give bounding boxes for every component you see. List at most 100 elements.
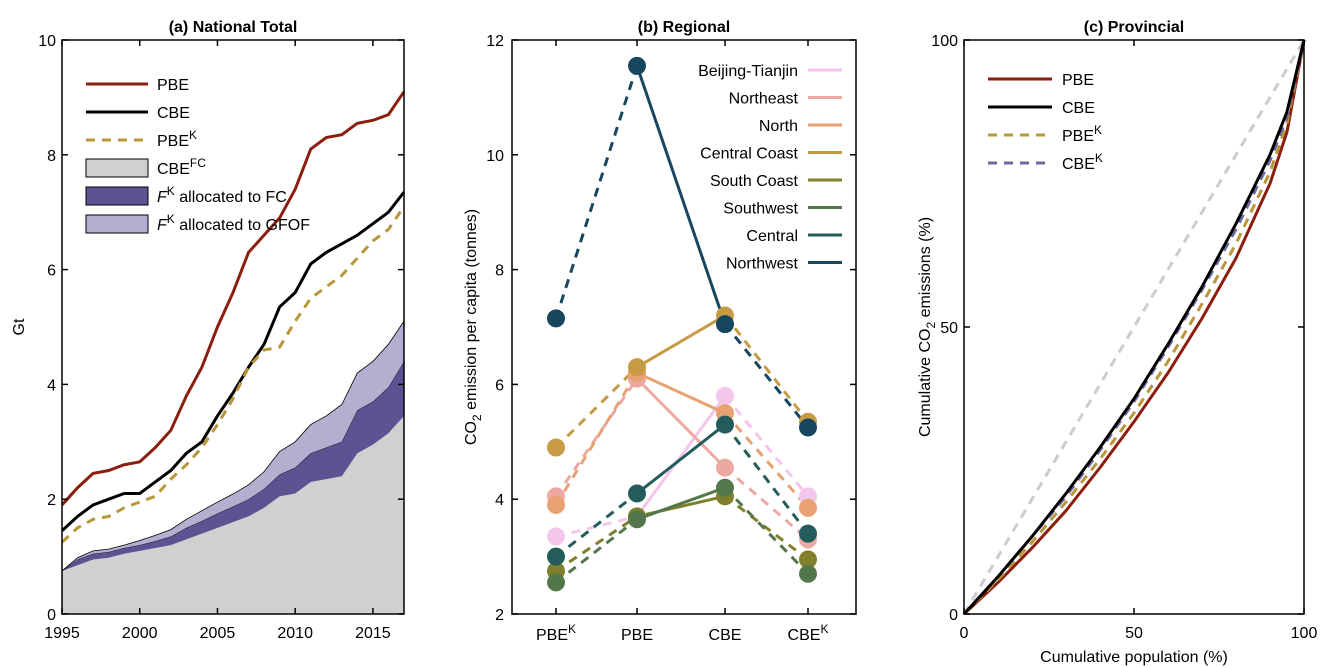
x-tick-label: 2000 <box>122 625 158 642</box>
x-tick-label: 2005 <box>200 625 236 642</box>
series-segment-3 <box>554 366 639 449</box>
data-point-4-3 <box>799 550 817 569</box>
data-point-1-2 <box>716 458 734 477</box>
x-tick-label: PBE <box>621 627 653 644</box>
y-tick-label: 12 <box>486 33 504 50</box>
data-point-7-1 <box>628 56 646 75</box>
legend-label: South Coast <box>710 173 799 190</box>
data-point-5-1 <box>628 510 646 529</box>
x-tick-label: 50 <box>1125 625 1143 642</box>
panel-title: (b) Regional <box>638 19 730 36</box>
legend-swatch-1 <box>85 186 149 206</box>
series-segment-5 <box>723 486 810 575</box>
series-segment-5 <box>636 486 726 521</box>
series-segment-2 <box>554 372 639 506</box>
legend-label: Beijing-Tianjin <box>698 63 798 80</box>
y-tick-label: 2 <box>47 492 56 509</box>
series-segment-2 <box>636 371 726 415</box>
legend-label: CBE <box>1062 100 1095 117</box>
series-segment-3 <box>636 314 726 369</box>
y-tick-label: 6 <box>47 263 56 280</box>
legend-label: PBEK <box>1062 123 1102 145</box>
x-tick-label: CBEK <box>788 622 829 644</box>
data-point-6-3 <box>799 524 817 543</box>
series-segment-0 <box>635 394 727 518</box>
legend-swatch-2 <box>85 214 149 234</box>
y-tick-label: 8 <box>495 263 504 280</box>
data-point-6-2 <box>716 415 734 434</box>
series-line-1 <box>60 191 406 532</box>
series-segment-3 <box>723 314 810 423</box>
data-point-0-0 <box>547 527 565 546</box>
series-segment-6 <box>555 492 638 558</box>
series-segment-7 <box>723 323 810 429</box>
y-tick-label: 10 <box>38 33 56 50</box>
panel-title: (c) Provincial <box>1084 19 1184 36</box>
x-tick-label: 2015 <box>355 625 391 642</box>
y-axis-label: Gt <box>11 318 28 335</box>
y-axis-label: Cumulative CO2 emissions (%) <box>917 217 938 437</box>
x-tick-label: PBEK <box>536 622 576 644</box>
y-tick-label: 6 <box>495 377 504 394</box>
data-point-6-1 <box>628 484 646 503</box>
legend-label: CBE <box>157 105 190 122</box>
series-line-3 <box>962 39 1306 616</box>
y-axis-label: CO2 emission per capita (tonnes) <box>463 209 484 445</box>
panel-c: 0 50 100 0 50 100 (c) Provincial Cumulative pop… <box>917 19 1317 666</box>
legend-label: Central <box>746 228 798 245</box>
y-tick-label: 0 <box>949 607 958 624</box>
x-tick-label: 100 <box>1291 625 1318 642</box>
y-tick-label: 4 <box>495 492 504 509</box>
series-line-0 <box>60 90 406 506</box>
x-tick-label: CBE <box>709 627 742 644</box>
y-tick-label: 50 <box>940 320 958 337</box>
data-point-7-3 <box>799 418 817 437</box>
x-axis-label: Cumulative population (%) <box>1040 649 1228 666</box>
data-point-2-3 <box>799 498 817 517</box>
legend-label: PBE <box>157 77 189 94</box>
series-segment-1 <box>724 466 809 541</box>
y-tick-label: 10 <box>486 148 504 165</box>
legend-label: PBE <box>1062 72 1094 89</box>
data-point-5-3 <box>799 564 817 583</box>
series-segment-6 <box>723 423 810 535</box>
series-line-1 <box>962 39 1306 616</box>
y-tick-label: 4 <box>47 377 56 394</box>
data-point-0-2 <box>716 386 734 405</box>
series-segment-7 <box>635 65 727 325</box>
data-point-5-0 <box>547 573 565 592</box>
series-segment-1 <box>635 377 727 469</box>
series-segment-0 <box>723 394 810 498</box>
data-point-3-0 <box>547 438 565 457</box>
data-point-6-0 <box>547 547 565 566</box>
series-segment-5 <box>555 518 638 584</box>
panel-title: (a) National Total <box>169 19 298 36</box>
y-tick-label: 100 <box>931 33 958 50</box>
data-point-5-2 <box>716 478 734 497</box>
legend-label: North <box>759 118 798 135</box>
legend-label: Northwest <box>726 256 799 273</box>
series-segment-0 <box>555 514 638 538</box>
area-1 <box>62 361 404 571</box>
panel-b: 2 4 6 8 10 12 PBEK PBE CBE CBEK (b) Regional CO2 em… <box>463 19 857 644</box>
series-segment-6 <box>636 423 726 495</box>
x-tick-label: 0 <box>960 625 969 642</box>
data-point-7-0 <box>547 309 565 328</box>
series-line-2 <box>962 39 1306 616</box>
series-line-4 <box>962 39 1306 615</box>
legend-label: FK allocated to GFOF <box>157 212 310 234</box>
y-tick-label: 0 <box>47 607 56 624</box>
legend-label: CBEK <box>1062 151 1103 173</box>
series-segment-1 <box>554 377 639 498</box>
legend-label: PBEK <box>157 128 197 150</box>
legend-label: Northeast <box>729 91 799 108</box>
legend-label: Southwest <box>723 201 798 218</box>
legend-swatch-0 <box>85 158 149 178</box>
series-segment-7 <box>554 65 639 319</box>
plot-frame <box>511 39 857 615</box>
y-tick-label: 2 <box>495 607 504 624</box>
y-tick-label: 8 <box>47 148 56 165</box>
series-line-0 <box>962 39 1306 616</box>
plot-frame <box>61 39 405 615</box>
